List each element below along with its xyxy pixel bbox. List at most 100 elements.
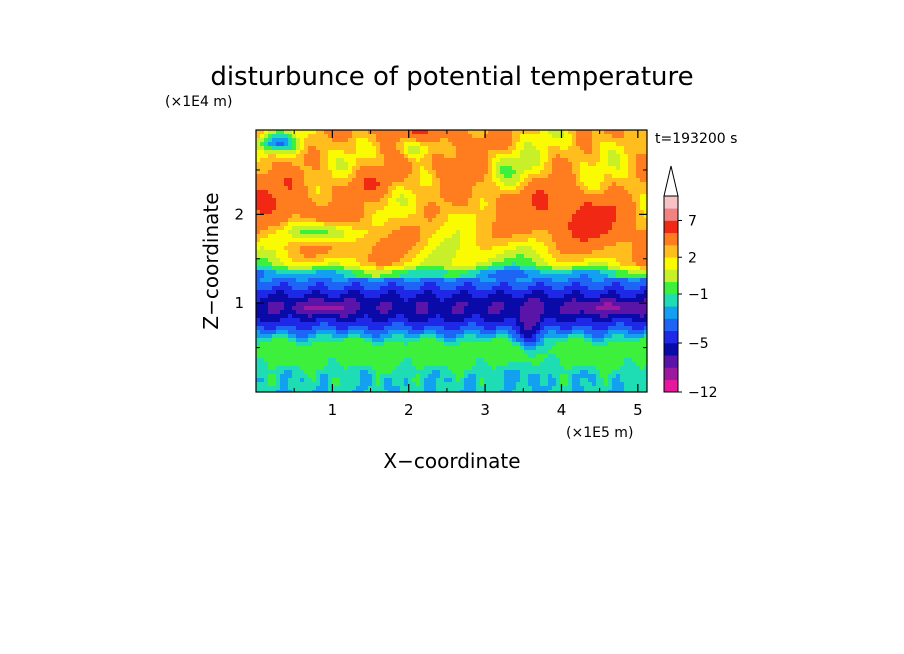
heatmap-cell xyxy=(392,290,397,295)
heatmap-cell xyxy=(520,222,525,227)
heatmap-cell xyxy=(472,250,477,255)
heatmap-cell xyxy=(404,210,409,215)
heatmap-cell xyxy=(512,206,517,211)
heatmap-cell xyxy=(324,238,329,243)
heatmap-cell xyxy=(364,318,369,323)
heatmap-cell xyxy=(548,318,553,323)
heatmap-cell xyxy=(344,330,349,335)
heatmap-cell xyxy=(628,310,633,315)
heatmap-cell xyxy=(532,146,537,151)
heatmap-cell xyxy=(420,162,425,167)
heatmap-cell xyxy=(348,250,353,255)
heatmap-cell xyxy=(380,154,385,159)
heatmap-cell xyxy=(372,270,377,275)
heatmap-cell xyxy=(260,326,265,331)
heatmap-cell xyxy=(504,270,509,275)
heatmap-cell xyxy=(640,310,645,315)
heatmap-cell xyxy=(484,282,489,287)
heatmap-cell xyxy=(404,158,409,163)
heatmap-cell xyxy=(460,158,465,163)
heatmap-cell xyxy=(296,262,301,267)
heatmap-cell xyxy=(536,310,541,315)
heatmap-cell xyxy=(528,210,533,215)
heatmap-cell xyxy=(624,162,629,167)
heatmap-cell xyxy=(500,278,505,283)
heatmap-cell xyxy=(540,182,545,187)
heatmap-cell xyxy=(524,298,529,303)
heatmap-cell xyxy=(332,182,337,187)
heatmap-cell xyxy=(492,198,497,203)
heatmap-cell xyxy=(412,278,417,283)
heatmap-cell xyxy=(552,314,557,319)
heatmap-cell xyxy=(444,310,449,315)
heatmap-cell xyxy=(612,138,617,143)
heatmap-cell xyxy=(360,298,365,303)
heatmap-cell xyxy=(476,302,481,307)
heatmap-cell xyxy=(512,270,517,275)
heatmap-cell xyxy=(304,322,309,327)
heatmap-cell xyxy=(400,254,405,259)
heatmap-cell xyxy=(424,258,429,263)
heatmap-cell xyxy=(376,294,381,299)
heatmap-cell xyxy=(320,238,325,243)
heatmap-cell xyxy=(532,266,537,271)
heatmap-cell xyxy=(600,258,605,263)
heatmap-cell xyxy=(436,270,441,275)
heatmap-cell xyxy=(444,230,449,235)
heatmap-cell xyxy=(288,190,293,195)
heatmap-cell xyxy=(344,254,349,259)
heatmap-cell xyxy=(340,170,345,175)
heatmap-cell xyxy=(436,290,441,295)
heatmap-cell xyxy=(408,226,413,231)
heatmap-cell xyxy=(600,322,605,327)
heatmap-cell xyxy=(640,230,645,235)
heatmap-cell xyxy=(556,246,561,251)
heatmap-cell xyxy=(324,138,329,143)
heatmap-cell xyxy=(276,318,281,323)
heatmap-cell xyxy=(396,226,401,231)
heatmap-cell xyxy=(420,286,425,291)
heatmap-cell xyxy=(336,166,341,171)
heatmap-cell xyxy=(632,154,637,159)
heatmap-cell xyxy=(496,218,501,223)
heatmap-cell xyxy=(276,298,281,303)
heatmap-cell xyxy=(336,190,341,195)
heatmap-cell xyxy=(356,286,361,291)
heatmap-cell xyxy=(504,250,509,255)
heatmap-cell xyxy=(544,182,549,187)
heatmap-cell xyxy=(352,270,357,275)
heatmap-cell xyxy=(628,250,633,255)
heatmap-cell xyxy=(568,214,573,219)
heatmap-cell xyxy=(572,258,577,263)
heatmap-cell xyxy=(336,234,341,239)
heatmap-cell xyxy=(356,318,361,323)
heatmap-cell xyxy=(332,130,337,135)
heatmap-cell xyxy=(412,226,417,231)
heatmap-cell xyxy=(288,270,293,275)
heatmap-cell xyxy=(412,246,417,251)
heatmap-cell xyxy=(324,202,329,207)
heatmap-cell xyxy=(368,158,373,163)
heatmap-cell xyxy=(600,202,605,207)
heatmap-cell xyxy=(388,310,393,315)
heatmap-cell xyxy=(284,230,289,235)
heatmap-cell xyxy=(340,282,345,287)
heatmap-cell xyxy=(392,282,397,287)
heatmap-cell xyxy=(596,222,601,227)
heatmap-cell xyxy=(604,262,609,267)
heatmap-cell xyxy=(528,166,533,171)
heatmap-cell xyxy=(504,254,509,259)
heatmap-cell xyxy=(444,258,449,263)
heatmap-cell xyxy=(352,150,357,155)
heatmap-cell xyxy=(416,142,421,147)
heatmap-cell xyxy=(484,182,489,187)
heatmap-cell xyxy=(596,134,601,139)
heatmap-cell xyxy=(472,226,477,231)
heatmap-cell xyxy=(336,246,341,251)
heatmap-cell xyxy=(392,134,397,139)
heatmap-cell xyxy=(528,218,533,223)
heatmap-cell xyxy=(280,226,285,231)
heatmap-cell xyxy=(360,190,365,195)
heatmap-cell xyxy=(276,178,281,183)
heatmap-cell xyxy=(408,130,413,135)
